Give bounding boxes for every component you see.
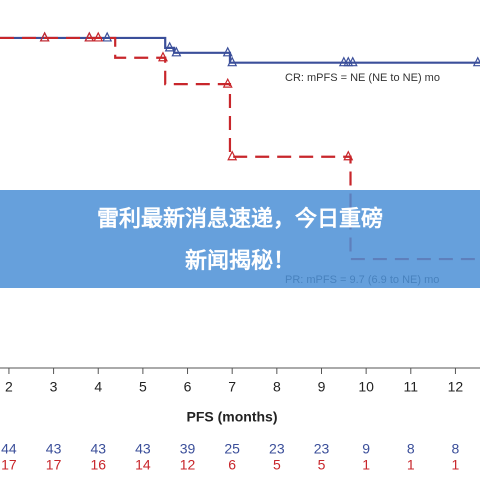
censor-mark bbox=[343, 150, 354, 161]
x-tick-label: 8 bbox=[273, 379, 281, 395]
banner bbox=[0, 190, 480, 288]
at-risk-count: 8 bbox=[407, 441, 415, 457]
at-risk-count: 23 bbox=[314, 441, 330, 457]
censor-mark bbox=[222, 77, 233, 88]
x-tick-label: 11 bbox=[404, 379, 419, 395]
at-risk-count: 17 bbox=[1, 457, 17, 473]
banner-line: 雷利最新消息速递，今日重磅 bbox=[97, 206, 383, 231]
at-risk-count: 12 bbox=[180, 457, 196, 473]
x-tick-label: 5 bbox=[139, 379, 147, 395]
at-risk-count: 25 bbox=[224, 441, 240, 457]
at-risk-count: 17 bbox=[46, 457, 62, 473]
x-tick-label: 6 bbox=[184, 379, 192, 395]
at-risk-count: 5 bbox=[273, 457, 281, 473]
at-risk-count: 9 bbox=[362, 441, 370, 457]
x-tick-label: 12 bbox=[448, 379, 464, 395]
censor-mark bbox=[39, 31, 50, 42]
censor-mark bbox=[347, 56, 358, 67]
at-risk-count: 6 bbox=[228, 457, 236, 473]
at-risk-count: 39 bbox=[180, 441, 196, 457]
x-tick-label: 4 bbox=[94, 379, 102, 395]
censor-mark bbox=[227, 150, 238, 161]
banner-line: 新闻揭秘！ bbox=[185, 248, 295, 273]
at-risk-count: 43 bbox=[46, 441, 62, 457]
x-axis-label: PFS (months) bbox=[187, 409, 278, 425]
at-risk-count: 16 bbox=[90, 457, 106, 473]
survival-curve bbox=[0, 36, 480, 261]
x-tick-label: 9 bbox=[318, 379, 326, 395]
censor-mark bbox=[227, 56, 238, 67]
at-risk-count: 5 bbox=[318, 457, 326, 473]
censor-mark bbox=[102, 31, 113, 42]
x-tick-label: 10 bbox=[358, 379, 374, 395]
censor-mark bbox=[84, 31, 95, 42]
censor-mark bbox=[171, 46, 182, 57]
censor-mark bbox=[158, 51, 168, 62]
censor-mark bbox=[222, 46, 233, 57]
at-risk-count: 23 bbox=[269, 441, 285, 457]
at-risk-count: 14 bbox=[135, 457, 151, 473]
at-risk-count: 1 bbox=[362, 457, 370, 473]
censor-mark bbox=[164, 41, 175, 52]
x-tick-label: 7 bbox=[228, 379, 236, 395]
at-risk-count: 8 bbox=[452, 441, 460, 457]
at-risk-count: 43 bbox=[135, 441, 151, 457]
x-tick-label: 2 bbox=[5, 379, 13, 395]
censor-mark bbox=[93, 31, 104, 42]
annotation: CR: mPFS = NE (NE to NE) mo bbox=[285, 72, 440, 84]
at-risk-count: 44 bbox=[1, 441, 17, 457]
at-risk-count: 43 bbox=[90, 441, 106, 457]
x-tick-label: 3 bbox=[50, 379, 58, 395]
at-risk-count: 1 bbox=[407, 457, 415, 473]
at-risk-count: 1 bbox=[452, 457, 460, 473]
